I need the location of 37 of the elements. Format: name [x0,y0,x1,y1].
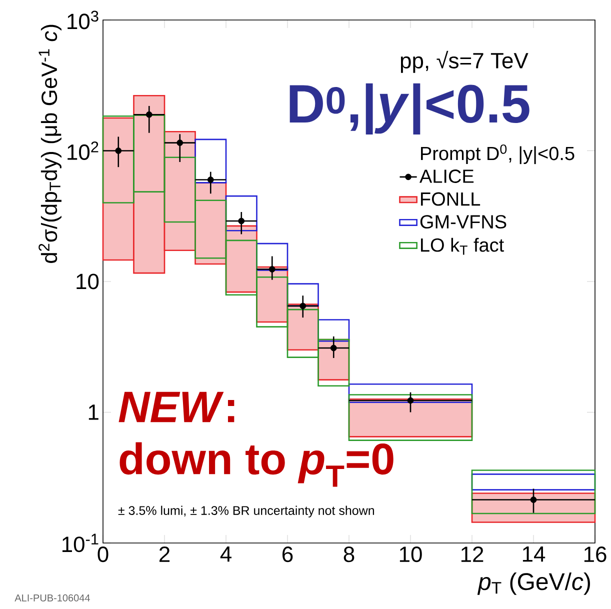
text: ALI-PUB-106044 [14,594,90,602]
legend-label: GM-VFNS [420,215,506,229]
x-tick-label: 16 [584,546,606,562]
y-axis-title: d$^{2}$σ/(dp$_{T}$dy) (μb GeV$^{-1}$ c) [38,24,62,263]
point [115,148,122,154]
x-tick-label: 12 [461,546,484,562]
legend-label: ALICE [420,170,474,183]
point [300,302,306,310]
point [268,266,276,272]
annotation: pp, √s=7 TeV [400,50,528,73]
annotation: ± 3.5% lumi, ± 1.3% BR uncertainty not shown [118,506,374,518]
x-tick-label: 14 [522,546,546,562]
y-tick-label: 10$^{2}$ [68,141,98,160]
point [238,218,245,224]
x-tick-label: 2 [159,546,170,562]
y-tick-label: 1 [88,404,98,420]
x-tick-label: 0 [98,546,108,562]
point [407,397,414,404]
x-axis-title: p$_{T}$ (GeV/c) [477,572,590,595]
annotation: D$^{0}$,|y|<0.5 [290,83,530,134]
x-tick-label: 6 [282,546,293,562]
annotation: down to p$_{T}$=0 [120,442,394,487]
point [176,140,184,146]
legend-title: Prompt D$^{0}$, |y|<0.5 [421,144,574,164]
legend-label: FONLL [421,192,480,206]
point [530,496,537,503]
legend-label: LO k$_{T}$ fact [421,238,504,255]
point [146,111,152,118]
annotation: NEW: [118,392,234,422]
x-tick-label: 10 [400,546,422,562]
point [330,344,337,352]
x-tick-label: 8 [344,546,354,562]
y-tick-label: 10$^{3}$ [68,10,98,30]
y-tick-label: 10$^{-1}$ [62,534,98,552]
y-tick-label: 10 [76,274,99,290]
x-tick-label: 4 [220,546,232,562]
point [207,176,214,183]
